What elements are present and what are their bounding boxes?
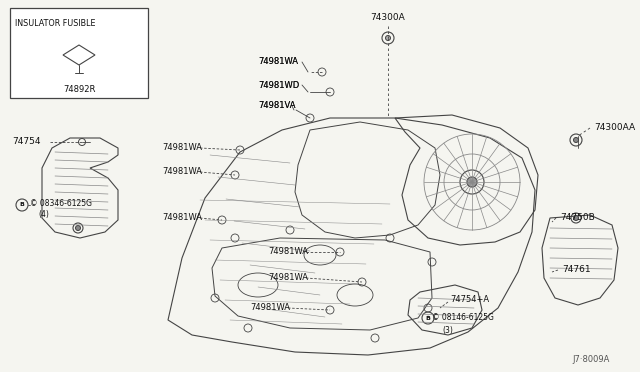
Circle shape	[76, 225, 81, 231]
Text: 74300AA: 74300AA	[594, 124, 635, 132]
Text: 74981WA: 74981WA	[162, 167, 202, 176]
Text: 74981WA: 74981WA	[162, 144, 202, 153]
Text: B: B	[20, 202, 24, 208]
Text: 74750B: 74750B	[560, 214, 595, 222]
Text: 74300A: 74300A	[371, 13, 405, 22]
Circle shape	[467, 177, 477, 187]
Bar	[10, 8, 148, 98]
Text: 74754: 74754	[12, 138, 40, 147]
Text: J7·8009A: J7·8009A	[572, 356, 609, 365]
Circle shape	[573, 215, 579, 221]
Text: 74981WD: 74981WD	[258, 80, 300, 90]
Text: (4): (4)	[38, 209, 49, 218]
Text: INSULATOR FUSIBLE: INSULATOR FUSIBLE	[15, 19, 95, 28]
Text: 74981WA: 74981WA	[250, 304, 290, 312]
Text: 74981WD: 74981WD	[258, 80, 300, 90]
Text: © 08346-6125G: © 08346-6125G	[30, 199, 92, 208]
Circle shape	[573, 138, 579, 142]
Circle shape	[385, 35, 390, 41]
Text: 74981WA: 74981WA	[162, 214, 202, 222]
Text: (3): (3)	[442, 326, 453, 334]
Text: B: B	[426, 315, 431, 321]
Text: © 08146-6125G: © 08146-6125G	[432, 314, 494, 323]
Text: 74981VA: 74981VA	[258, 102, 296, 110]
Text: 74981VA: 74981VA	[258, 102, 296, 110]
Text: 74892R: 74892R	[63, 86, 95, 94]
Text: 74754+A: 74754+A	[450, 295, 489, 305]
Text: 74981WA: 74981WA	[268, 273, 308, 282]
Text: 74981WA: 74981WA	[268, 247, 308, 257]
Text: 74981WA: 74981WA	[258, 58, 298, 67]
Text: 74981WA: 74981WA	[258, 58, 298, 67]
Text: 74761: 74761	[562, 266, 591, 275]
